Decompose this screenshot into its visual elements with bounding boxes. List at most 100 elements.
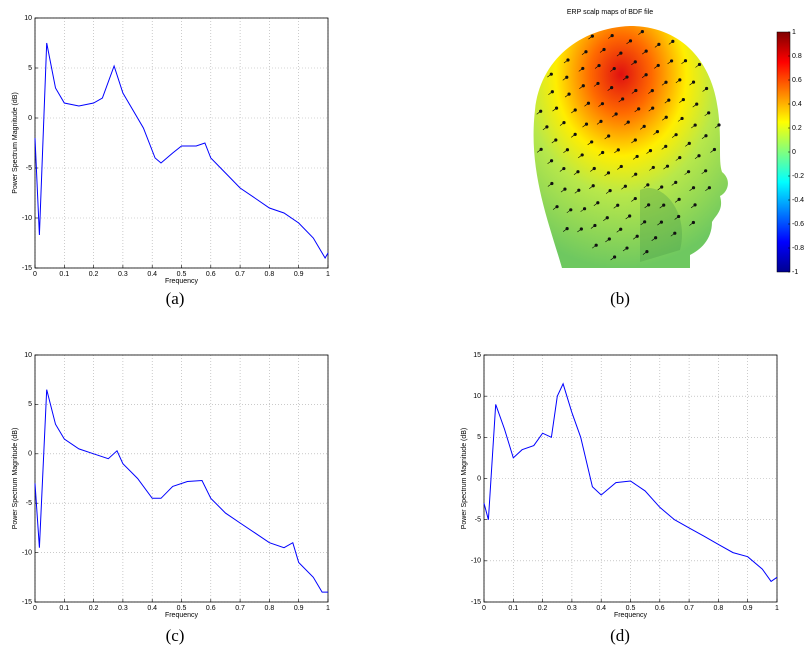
y-tick-label: 15 [473, 352, 481, 359]
electrode [606, 171, 611, 175]
colorbar-tick-label: -0.2 [792, 173, 804, 180]
electrode [619, 164, 623, 169]
axes-frame [483, 354, 778, 603]
electrode [704, 86, 709, 91]
colorbar-tick-label: -0.6 [792, 221, 804, 228]
electrode [554, 138, 558, 142]
x-tick-label: 0.7 [235, 271, 245, 278]
x-tick-label: 0.9 [294, 271, 304, 278]
electrode [647, 203, 651, 207]
x-tick-label: 1 [775, 605, 779, 612]
y-tick-label: 10 [24, 15, 32, 22]
electrode [704, 169, 708, 173]
electrode [669, 59, 674, 63]
colorbar-tick-label: 0.2 [792, 125, 802, 132]
x-tick-label: 0.5 [177, 271, 187, 278]
electrode [610, 86, 614, 90]
x-tick-label: 0 [33, 271, 37, 278]
y-tick-label: -10 [22, 215, 32, 222]
electrode [677, 197, 681, 201]
electrode [643, 220, 647, 224]
electrode [691, 80, 696, 84]
electrode [633, 138, 637, 142]
electrode [597, 63, 601, 68]
x-axis-label: Frequency [165, 278, 199, 285]
y-tick-label: -10 [471, 558, 481, 565]
electrode [591, 184, 595, 188]
electrode [565, 75, 569, 79]
electrode [573, 108, 577, 112]
y-tick-label: -15 [22, 599, 32, 606]
electrode [678, 155, 682, 160]
map-title: ERP scalp maps of BDF file [567, 9, 653, 16]
line-series [34, 42, 329, 259]
electrode [683, 59, 688, 63]
electrode [616, 203, 620, 207]
electrode [599, 119, 603, 123]
electrode [566, 58, 570, 62]
electrode [645, 250, 649, 254]
electrode [693, 123, 697, 127]
electrode [644, 73, 648, 77]
electrode [717, 123, 721, 127]
y-tick-label: -5 [26, 500, 32, 507]
electrode [654, 236, 658, 240]
electrode [619, 227, 623, 231]
electrode [650, 89, 654, 93]
electrode [623, 184, 627, 188]
x-tick-label: 0.7 [684, 605, 694, 612]
electrode [677, 214, 681, 219]
y-tick-label: 5 [477, 434, 481, 441]
electrode [648, 149, 653, 153]
y-tick-label: 10 [473, 393, 481, 400]
y-tick-label: -10 [22, 549, 32, 556]
colorbar-tick-label: -1 [792, 269, 798, 276]
y-tick-label: 5 [28, 401, 32, 408]
electrode [642, 124, 646, 128]
electrode [584, 122, 589, 126]
electrode [601, 150, 605, 155]
y-tick-label: 10 [24, 352, 32, 359]
electrode [691, 220, 695, 225]
electrode [562, 166, 566, 171]
electrode [687, 141, 691, 145]
electrode [674, 180, 678, 184]
electrode [660, 185, 664, 189]
electrode [664, 144, 668, 148]
x-tick-label: 0.2 [89, 271, 99, 278]
electrode [614, 112, 618, 116]
y-axis-label: Power Spectrum Magnitude (dB) [461, 428, 468, 530]
y-tick-label: -5 [475, 517, 481, 524]
electrode [584, 50, 588, 54]
electrode [633, 196, 637, 201]
electrode [625, 75, 629, 79]
y-tick-label: 5 [28, 65, 32, 72]
electrode [635, 234, 639, 238]
electrode [616, 148, 620, 152]
electrode [662, 203, 666, 207]
electrode [659, 220, 664, 224]
x-tick-label: 1 [326, 271, 330, 278]
x-tick-label: 0.9 [743, 605, 753, 612]
x-tick-label: 0.4 [147, 605, 157, 612]
electrode [671, 39, 675, 44]
electrode [637, 107, 641, 111]
x-tick-label: 0.3 [118, 271, 128, 278]
electrode [596, 201, 600, 205]
electrode [605, 216, 609, 220]
electrode [678, 78, 682, 82]
colorbar-tick-label: 0.4 [792, 101, 802, 108]
x-tick-label: 0.4 [596, 605, 606, 612]
electrode [590, 34, 594, 38]
electrode [563, 187, 567, 191]
electrode [686, 170, 691, 174]
electrode [555, 205, 559, 209]
electrode [565, 148, 570, 152]
electrode [549, 159, 554, 163]
x-tick-label: 0.7 [235, 605, 245, 612]
electrode [628, 39, 633, 43]
x-tick-label: 0.5 [626, 605, 636, 612]
caption: (c) [166, 626, 185, 645]
electrode [565, 227, 569, 231]
